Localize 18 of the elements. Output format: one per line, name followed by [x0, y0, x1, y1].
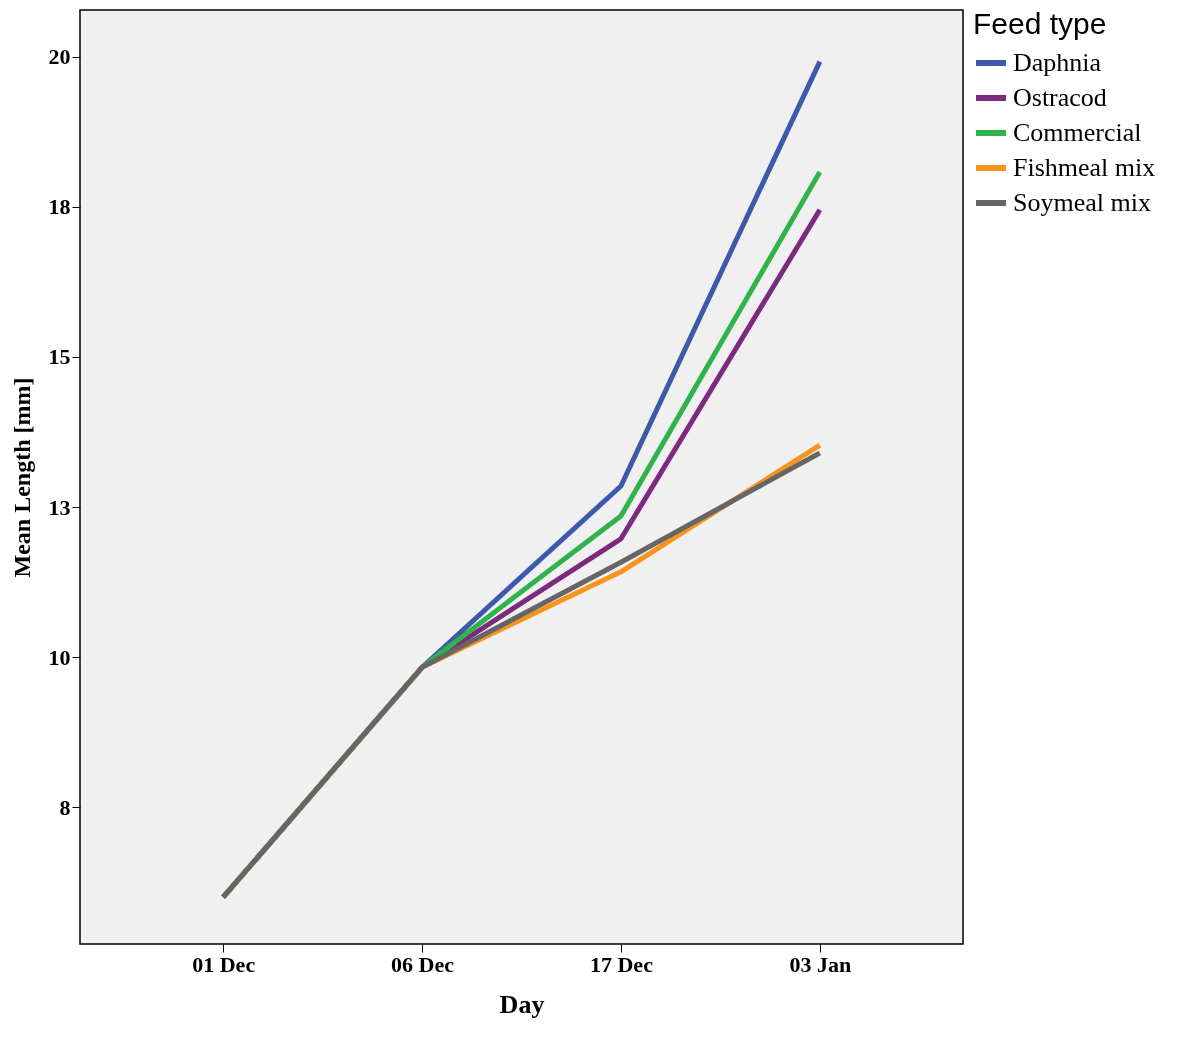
y-tick-label: 20	[48, 44, 71, 70]
legend-title: Feed type	[973, 7, 1107, 40]
legend-label: Commercial	[1013, 118, 1142, 147]
y-tick-label: 8	[59, 794, 71, 820]
y-axis-title: Mean Length [mm]	[8, 377, 35, 578]
x-tick-label: 06 Dec	[391, 951, 455, 977]
y-tick-label: 10	[48, 644, 71, 670]
y-tick-label: 18	[48, 194, 71, 220]
x-tick-label: 17 Dec	[589, 951, 654, 977]
legend-label: Daphnia	[1013, 48, 1102, 77]
x-axis-title: Day	[499, 989, 545, 1019]
legend-label: Soymeal mix	[1013, 188, 1151, 217]
y-tick-label: 13	[48, 494, 71, 520]
legend-label: Fishmeal mix	[1013, 153, 1156, 182]
x-tick-label: 03 Jan	[789, 951, 852, 977]
y-tick-label: 15	[48, 344, 71, 370]
legend-label: Ostracod	[1013, 83, 1107, 112]
x-tick-label: 01 Dec	[192, 951, 256, 977]
